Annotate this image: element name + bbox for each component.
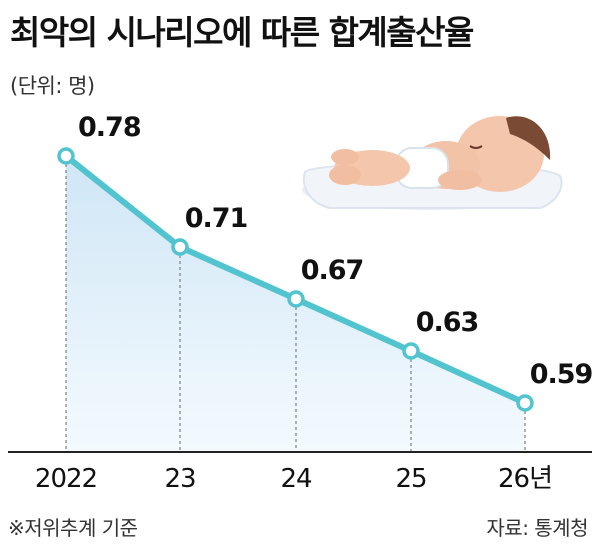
data-point-marker (402, 342, 420, 360)
data-label: 0.59 (530, 359, 593, 390)
footnote: ※저위추계 기준 (8, 516, 138, 540)
data-point-marker (171, 238, 189, 256)
data-label: 0.71 (185, 203, 248, 234)
x-tick-label: 23 (164, 464, 195, 494)
data-point-marker (516, 394, 534, 412)
data-label: 0.78 (78, 112, 141, 143)
data-point-marker (287, 290, 305, 308)
baby-illustration (302, 116, 563, 210)
data-point-marker (57, 147, 75, 165)
x-tick-label: 24 (280, 464, 312, 494)
data-labels: 0.78 0.71 0.67 0.63 0.59 (78, 112, 594, 390)
source-label: 자료: 통계청 (486, 516, 588, 540)
x-tick-label: 26년 (498, 464, 552, 494)
unit-label: (단위: 명) (10, 74, 95, 98)
guide-lines (65, 164, 526, 452)
data-label: 0.63 (416, 307, 479, 338)
x-tick-label: 2022 (35, 464, 97, 494)
x-tick-labels: 2022 23 24 25 26년 (35, 464, 553, 494)
point-markers (57, 147, 534, 412)
chart-title: 최악의 시나리오에 따른 합계출산율 (10, 13, 474, 52)
data-label: 0.67 (301, 255, 364, 286)
x-tick-label: 25 (395, 464, 426, 494)
